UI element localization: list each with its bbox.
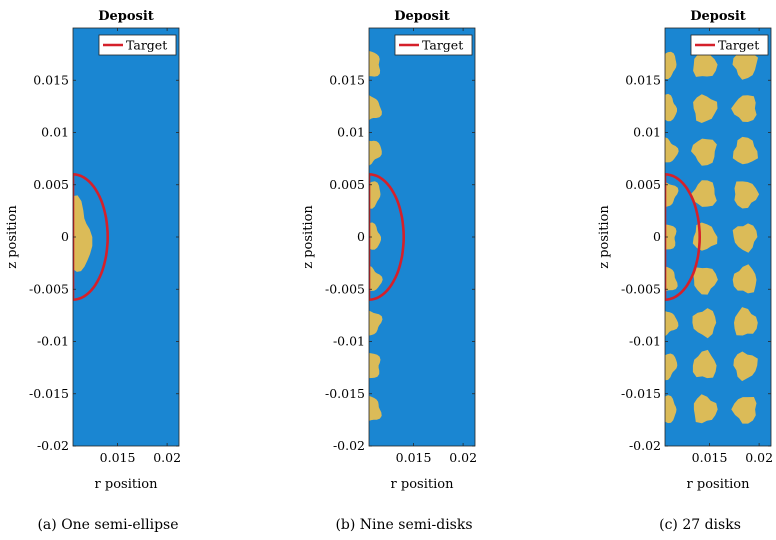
y-tick-label: 0.01	[337, 125, 365, 140]
y-tick-label: 0.01	[41, 125, 69, 140]
y-axis-label: z position	[597, 205, 612, 269]
deposit-region	[693, 394, 718, 424]
y-tick-label: 0.015	[329, 72, 365, 87]
y-tick-label: 0	[357, 229, 365, 244]
chart-panel-3: 0.015 0.01 0.005 0 -0.005 -0.01 -0.015 -0.02 0.0…	[597, 9, 773, 533]
deposit-region	[691, 138, 717, 166]
y-tick-label: -0.01	[37, 334, 69, 349]
deposit-region	[693, 267, 718, 295]
y-tick-label: 0.005	[625, 177, 661, 192]
deposit-region	[731, 397, 757, 424]
deposit-region	[665, 224, 677, 250]
y-tick-label: -0.01	[629, 334, 661, 349]
deposit-region	[73, 195, 93, 272]
deposit-region	[665, 395, 677, 424]
deposit-region	[369, 140, 382, 166]
y-axis-label: z position	[5, 205, 20, 269]
deposit-region	[690, 180, 717, 207]
panel-caption: (a) One semi-ellipse	[37, 517, 178, 533]
legend-box	[690, 34, 769, 56]
deposit-region	[693, 49, 718, 77]
y-tick-label: -0.005	[29, 281, 69, 296]
x-axis-label: r position	[391, 477, 455, 492]
x-tick-label: 0.015	[692, 450, 728, 465]
deposit-region	[732, 223, 758, 253]
deposit-region	[732, 136, 758, 165]
x-tick-label: 0.02	[745, 450, 773, 465]
y-tick-label: 0.005	[329, 177, 365, 192]
deposit-region	[665, 137, 679, 163]
deposit-region	[731, 95, 757, 122]
y-tick-label: -0.015	[325, 386, 365, 401]
target-curve	[73, 173, 109, 301]
deposit-region	[734, 181, 760, 209]
deposit-region	[734, 307, 758, 336]
x-tick-label: 0.02	[153, 450, 181, 465]
target-curve	[369, 173, 405, 301]
deposit-region	[732, 51, 758, 80]
x-axis-label: r position	[95, 477, 159, 492]
legend-box	[98, 34, 177, 56]
y-tick-label: -0.01	[333, 334, 365, 349]
deposit-group	[369, 51, 405, 421]
deposit-region	[369, 222, 381, 250]
deposit-region	[692, 349, 717, 379]
chart-panel-2: 0.015 0.01 0.005 0 -0.005 -0.01 -0.015 -0.02 0.0…	[301, 9, 477, 533]
deposit-region	[369, 310, 383, 336]
x-tick-label: 0.02	[449, 450, 477, 465]
deposit-region	[369, 353, 381, 379]
deposit-region	[665, 353, 678, 381]
y-tick-label: -0.005	[621, 281, 661, 296]
y-tick-label: -0.015	[621, 386, 661, 401]
deposit-group	[665, 49, 760, 424]
y-tick-label: 0.005	[33, 177, 69, 192]
y-tick-label: -0.015	[29, 386, 69, 401]
deposit-region	[369, 95, 382, 121]
x-tick-label: 0.015	[396, 450, 432, 465]
deposit-region	[369, 395, 382, 421]
x-axis-label: r position	[687, 477, 751, 492]
deposit-region	[665, 266, 678, 292]
deposit-region	[369, 265, 383, 291]
legend: Target	[98, 34, 177, 56]
deposit-region	[665, 311, 679, 337]
deposit-region	[692, 308, 717, 339]
deposit-region	[693, 94, 718, 123]
legend: Target	[690, 34, 769, 56]
y-tick-label: -0.02	[629, 438, 661, 453]
deposit-region	[665, 182, 679, 208]
deposit-region	[733, 351, 758, 382]
legend-box	[394, 34, 473, 56]
target-curve	[665, 173, 701, 301]
chart-panel-1: 0.015 0.01 0.005 0 -0.005 -0.01 -0.015 -0.02 0.0…	[5, 9, 181, 533]
y-tick-label: -0.02	[37, 438, 69, 453]
y-tick-label: 0.015	[33, 72, 69, 87]
plot-background	[369, 28, 475, 446]
chart-title: Deposit	[98, 9, 154, 24]
y-tick-label: -0.005	[325, 281, 365, 296]
deposit-region	[732, 264, 757, 294]
legend-label: Target	[422, 38, 463, 53]
y-tick-label: 0.01	[633, 125, 661, 140]
deposit-region	[369, 51, 381, 77]
y-tick-label: -0.02	[333, 438, 365, 453]
y-tick-label: 0	[653, 229, 661, 244]
legend: Target	[394, 34, 473, 56]
chart-title: Deposit	[394, 9, 450, 24]
y-tick-label: 0	[61, 229, 69, 244]
deposit-region	[665, 93, 677, 122]
y-axis-label: z position	[301, 205, 316, 269]
x-tick-label: 0.015	[100, 450, 136, 465]
chart-title: Deposit	[690, 9, 746, 24]
legend-label: Target	[718, 38, 759, 53]
deposit-group	[73, 173, 109, 301]
y-tick-label: 0.015	[625, 72, 661, 87]
legend-label: Target	[126, 38, 167, 53]
panel-caption: (b) Nine semi-disks	[335, 517, 472, 533]
panel-caption: (c) 27 disks	[659, 517, 741, 533]
deposit-region	[369, 181, 381, 209]
deposit-region	[665, 51, 677, 80]
